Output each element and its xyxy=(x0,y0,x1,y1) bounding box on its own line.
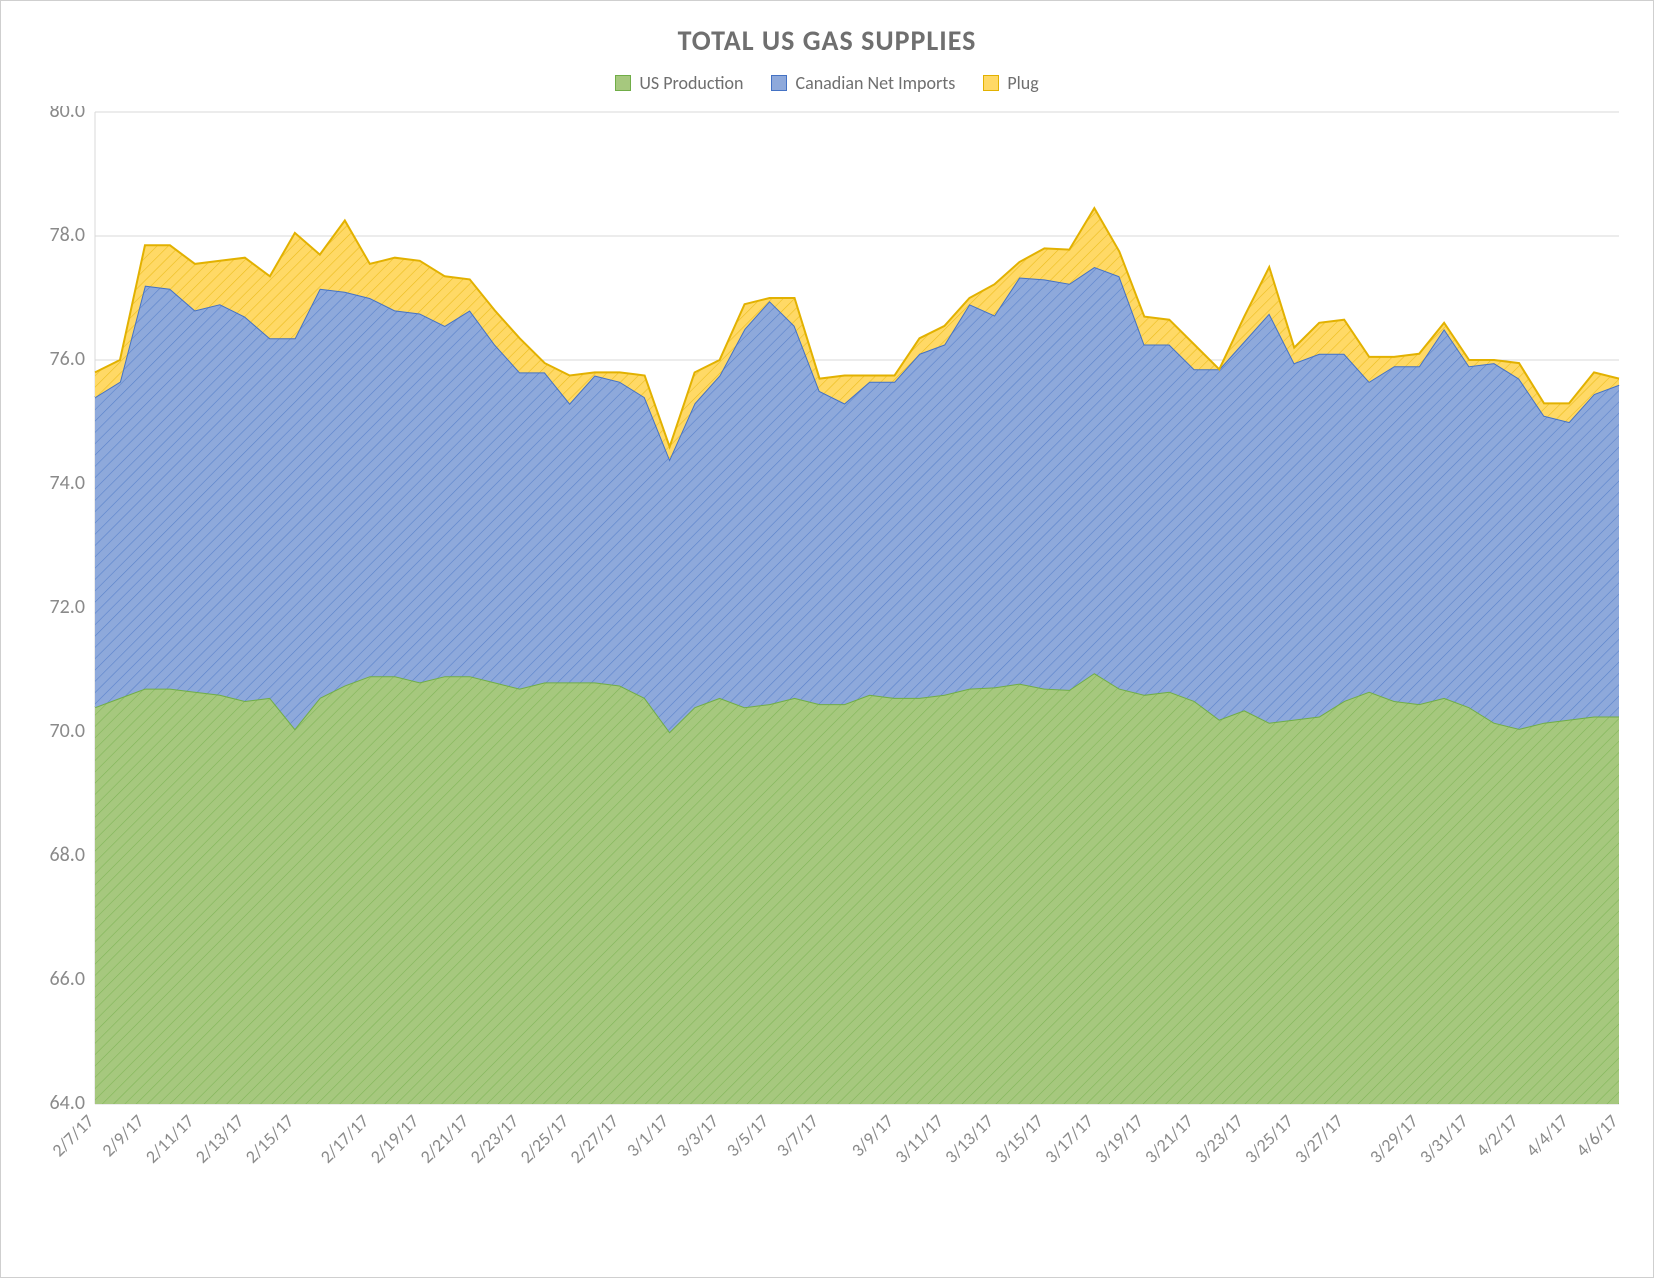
x-tick-label: 2/19/17 xyxy=(366,1110,424,1168)
x-tick-label: 2/11/17 xyxy=(141,1110,199,1168)
x-tick-label: 3/23/17 xyxy=(1190,1110,1248,1168)
legend-swatch xyxy=(615,75,631,91)
x-tick-label: 2/15/17 xyxy=(241,1110,299,1168)
x-tick-label: 3/29/17 xyxy=(1365,1110,1423,1168)
y-tick-label: 68.0 xyxy=(50,843,85,867)
x-tick-label: 2/13/17 xyxy=(191,1110,249,1168)
y-tick-label: 70.0 xyxy=(50,719,85,743)
x-tick-label: 3/25/17 xyxy=(1240,1110,1298,1168)
x-tick-label: 3/11/17 xyxy=(890,1110,948,1168)
x-tick-label: 2/23/17 xyxy=(466,1110,524,1168)
legend-label: Canadian Net Imports xyxy=(795,72,955,94)
series-canadian-net-imports xyxy=(95,267,1619,732)
y-tick-label: 72.0 xyxy=(50,595,85,619)
legend: US Production Canadian Net Imports Plug xyxy=(25,72,1629,96)
plot-area: 64.0 66.0 68.0 70.0 72.0 74.0 76.0 78.0 80.0 2/7/… xyxy=(25,106,1629,1214)
x-tick-label: 3/27/17 xyxy=(1290,1110,1348,1168)
chart-title: TOTAL US GAS SUPPLIES xyxy=(25,23,1629,58)
x-tick-label: 3/13/17 xyxy=(940,1110,998,1168)
x-tick-label: 3/21/17 xyxy=(1140,1110,1198,1168)
x-tick-label: 3/9/17 xyxy=(847,1110,898,1161)
y-tick-label: 64.0 xyxy=(50,1091,85,1115)
x-tick-label: 3/3/17 xyxy=(672,1110,723,1161)
x-tick-label: 2/17/17 xyxy=(316,1110,374,1168)
legend-label: US Production xyxy=(639,72,743,94)
x-tick-label: 2/7/17 xyxy=(47,1110,98,1161)
legend-swatch xyxy=(771,75,787,91)
y-tick-label: 80.0 xyxy=(50,106,85,123)
legend-item: US Production xyxy=(615,72,743,94)
x-tick-label: 2/21/17 xyxy=(416,1110,474,1168)
x-tick-label: 2/27/17 xyxy=(566,1110,624,1168)
chart-container: TOTAL US GAS SUPPLIES US Production Canad… xyxy=(0,0,1654,1278)
x-tick-label: 4/2/17 xyxy=(1471,1110,1522,1161)
y-tick-label: 66.0 xyxy=(50,967,85,991)
y-tick-label: 78.0 xyxy=(50,223,85,247)
x-tick-label: 2/9/17 xyxy=(97,1110,148,1161)
y-tick-label: 74.0 xyxy=(50,471,85,495)
legend-swatch xyxy=(983,75,999,91)
x-tick-label: 3/15/17 xyxy=(990,1110,1048,1168)
x-tick-label: 4/6/17 xyxy=(1571,1110,1622,1161)
x-tick-label: 3/19/17 xyxy=(1090,1110,1148,1168)
legend-label: Plug xyxy=(1007,72,1038,94)
x-tick-label: 4/4/17 xyxy=(1521,1110,1572,1161)
series-us-production xyxy=(95,673,1619,1104)
x-tick-label: 2/25/17 xyxy=(516,1110,574,1168)
x-tick-label: 3/1/17 xyxy=(622,1110,673,1161)
legend-item: Plug xyxy=(983,72,1038,94)
x-tick-label: 3/17/17 xyxy=(1040,1110,1098,1168)
legend-item: Canadian Net Imports xyxy=(771,72,955,94)
y-tick-label: 76.0 xyxy=(50,347,85,371)
x-tick-label: 3/5/17 xyxy=(722,1110,773,1161)
x-tick-label: 3/7/17 xyxy=(772,1110,823,1161)
area-chart-svg: 64.0 66.0 68.0 70.0 72.0 74.0 76.0 78.0 80.0 2/7/… xyxy=(25,106,1629,1214)
x-tick-label: 3/31/17 xyxy=(1415,1110,1473,1168)
